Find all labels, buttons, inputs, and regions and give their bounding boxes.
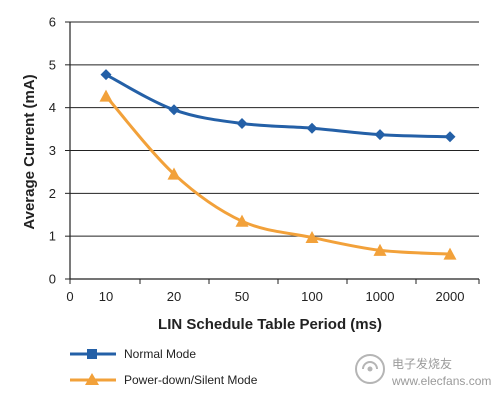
- x-tick-label: 10: [99, 289, 113, 304]
- x-tick-label: 100: [301, 289, 323, 304]
- data-point: [305, 230, 319, 243]
- y-tick-labels: 0 1 2 3 4 5 6: [49, 15, 56, 287]
- y-tick-label: 2: [49, 186, 56, 201]
- legend: Normal Mode Power-down/Silent Mode: [70, 347, 258, 387]
- x-tick-label: 0: [66, 289, 73, 304]
- data-point: [444, 131, 456, 143]
- x-tick-label: 1000: [366, 289, 395, 304]
- data-point: [236, 118, 248, 130]
- legend-marker-square: [87, 349, 97, 359]
- axes: [65, 21, 480, 284]
- watermark-url: www.elecfans.com: [391, 374, 491, 388]
- data-point: [168, 104, 180, 116]
- data-point: [167, 167, 181, 180]
- series-power-down-silent-mode: [99, 89, 457, 260]
- data-point: [306, 122, 318, 134]
- y-tick-label: 3: [49, 143, 56, 158]
- watermark-logo-icon: [355, 354, 385, 384]
- series-line: [104, 73, 452, 139]
- y-tick-label: 6: [49, 15, 56, 30]
- series: [99, 69, 457, 260]
- grid: [70, 21, 479, 237]
- data-point: [373, 243, 387, 256]
- y-tick-label: 0: [49, 272, 56, 287]
- x-tick-label: 2000: [436, 289, 465, 304]
- x-tick-label: 20: [167, 289, 181, 304]
- data-point: [99, 89, 113, 102]
- legend-item: Normal Mode: [70, 347, 196, 361]
- data-point: [374, 129, 386, 141]
- legend-item: Power-down/Silent Mode: [70, 373, 258, 387]
- watermark-brand: 电子发烧友: [392, 356, 452, 371]
- y-tick-label: 4: [49, 100, 56, 115]
- series-line: [104, 94, 452, 256]
- watermark: 电子发烧友 www.elecfans.com: [355, 354, 491, 388]
- x-tick-labels: 0 10 20 50 100 1000 2000: [66, 289, 464, 304]
- legend-marker-triangle: [85, 373, 99, 385]
- data-point: [235, 214, 249, 227]
- legend-label: Power-down/Silent Mode: [124, 373, 258, 387]
- data-point: [100, 69, 112, 81]
- series-normal-mode: [100, 69, 456, 143]
- y-axis-title: Average Current (mA): [21, 74, 38, 229]
- y-tick-label: 1: [49, 229, 56, 244]
- x-tick-label: 50: [235, 289, 249, 304]
- y-tick-label: 5: [49, 57, 56, 72]
- x-axis-title: LIN Schedule Table Period (ms): [158, 316, 382, 333]
- data-point: [443, 247, 457, 260]
- legend-label: Normal Mode: [124, 347, 196, 361]
